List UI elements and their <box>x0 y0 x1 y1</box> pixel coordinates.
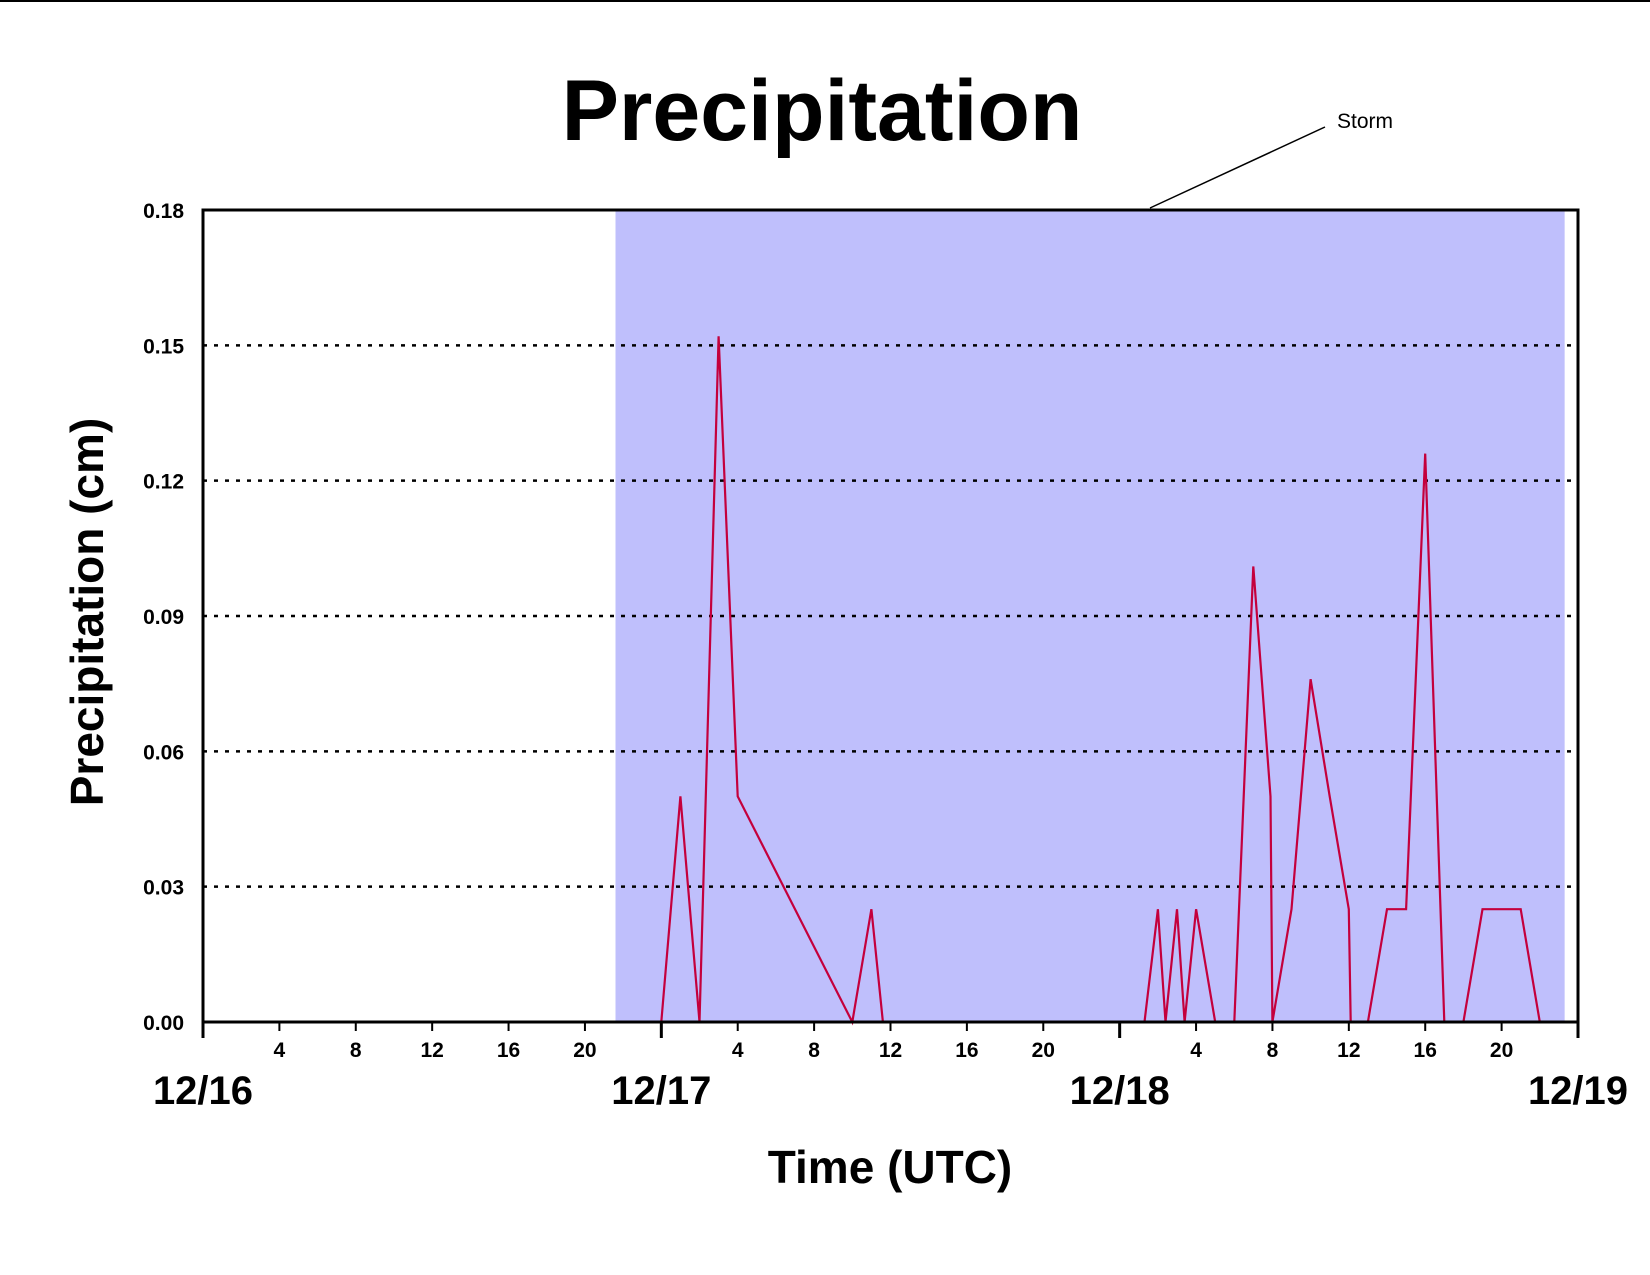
x-tick-label: 16 <box>1414 1039 1437 1062</box>
x-tick-label: 4 <box>274 1039 286 1062</box>
y-tick-label: 0.03 <box>143 877 184 900</box>
x-tick-label: 20 <box>573 1039 596 1062</box>
y-tick-label: 0.15 <box>143 335 184 358</box>
x-tick-label: 20 <box>1490 1039 1513 1062</box>
chart-title: Precipitation <box>562 63 1083 159</box>
y-tick-label: 0.12 <box>143 471 184 494</box>
x-tick-label: 4 <box>1190 1039 1202 1062</box>
gridlines <box>203 344 1578 888</box>
storm-region <box>615 210 1565 1022</box>
x-tick-label: 20 <box>1032 1039 1055 1062</box>
x-tick-label: 12 <box>420 1039 443 1062</box>
x-tick-label: 8 <box>1267 1039 1279 1062</box>
x-day-label: 12/19 <box>1528 1069 1628 1113</box>
top-border <box>0 0 1650 2</box>
x-tick-label: 4 <box>732 1039 744 1062</box>
y-axis-label: Precipitation (cm) <box>61 418 113 807</box>
x-tick-label: 8 <box>350 1039 362 1062</box>
x-day-label: 12/17 <box>611 1069 711 1113</box>
y-tick-label: 0.09 <box>143 606 184 629</box>
y-tick-label: 0.18 <box>143 200 184 223</box>
x-tick-label: 8 <box>808 1039 820 1062</box>
y-axis-ticks: 0.00 0.03 0.06 0.09 0.12 0.15 0.18 <box>143 200 184 1035</box>
x-tick-label: 16 <box>955 1039 978 1062</box>
storm-annotation-leader <box>1149 126 1326 209</box>
x-axis-label: Time (UTC) <box>768 1141 1013 1193</box>
x-axis-day-labels: 12/16 12/17 12/18 12/19 <box>153 1069 1628 1113</box>
x-tick-label: 16 <box>497 1039 520 1062</box>
x-day-label: 12/16 <box>153 1069 253 1113</box>
x-day-label: 12/18 <box>1070 1069 1170 1113</box>
y-tick-label: 0.00 <box>143 1012 184 1035</box>
y-tick-label: 0.06 <box>143 741 184 764</box>
x-tick-label: 12 <box>879 1039 902 1062</box>
x-axis-ticks: 4 8 12 16 20 4 8 12 16 20 4 8 12 16 20 <box>201 1022 1580 1062</box>
storm-annotation: Storm <box>1337 110 1393 133</box>
x-tick-label: 12 <box>1337 1039 1360 1062</box>
